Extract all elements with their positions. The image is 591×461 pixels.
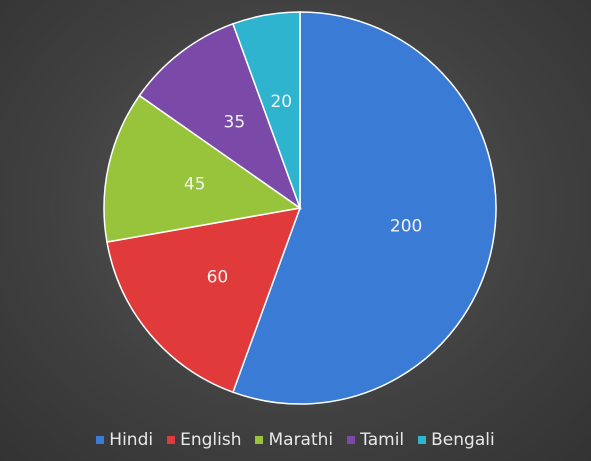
legend-swatch	[96, 436, 105, 444]
pie-slice	[103, 94, 302, 243]
legend-label: English	[180, 430, 242, 450]
data-label: 20	[270, 92, 292, 112]
legend: Hindi English Marathi Tamil Bengali	[0, 430, 591, 450]
pie-slice	[106, 207, 302, 394]
legend-swatch	[255, 436, 264, 444]
legend-label: Marathi	[268, 430, 334, 450]
legend-item: Bengali	[418, 430, 495, 450]
legend-swatch	[347, 436, 356, 444]
legend-item: Tamil	[347, 430, 404, 450]
legend-swatch	[167, 436, 176, 444]
legend-item: English	[167, 430, 241, 450]
data-label: 45	[184, 175, 206, 195]
legend-swatch	[418, 436, 427, 444]
legend-label: Tamil	[360, 430, 405, 450]
pie-slice	[138, 22, 302, 210]
pie-slice	[232, 11, 301, 209]
legend-item: Hindi	[96, 430, 153, 450]
data-label: 200	[390, 217, 422, 237]
pie-slice	[232, 11, 497, 405]
legend-label: Bengali	[431, 430, 495, 450]
legend-item: Marathi	[255, 430, 333, 450]
data-label: 60	[207, 267, 229, 287]
legend-label: Hindi	[109, 430, 154, 450]
data-label: 35	[224, 112, 246, 132]
